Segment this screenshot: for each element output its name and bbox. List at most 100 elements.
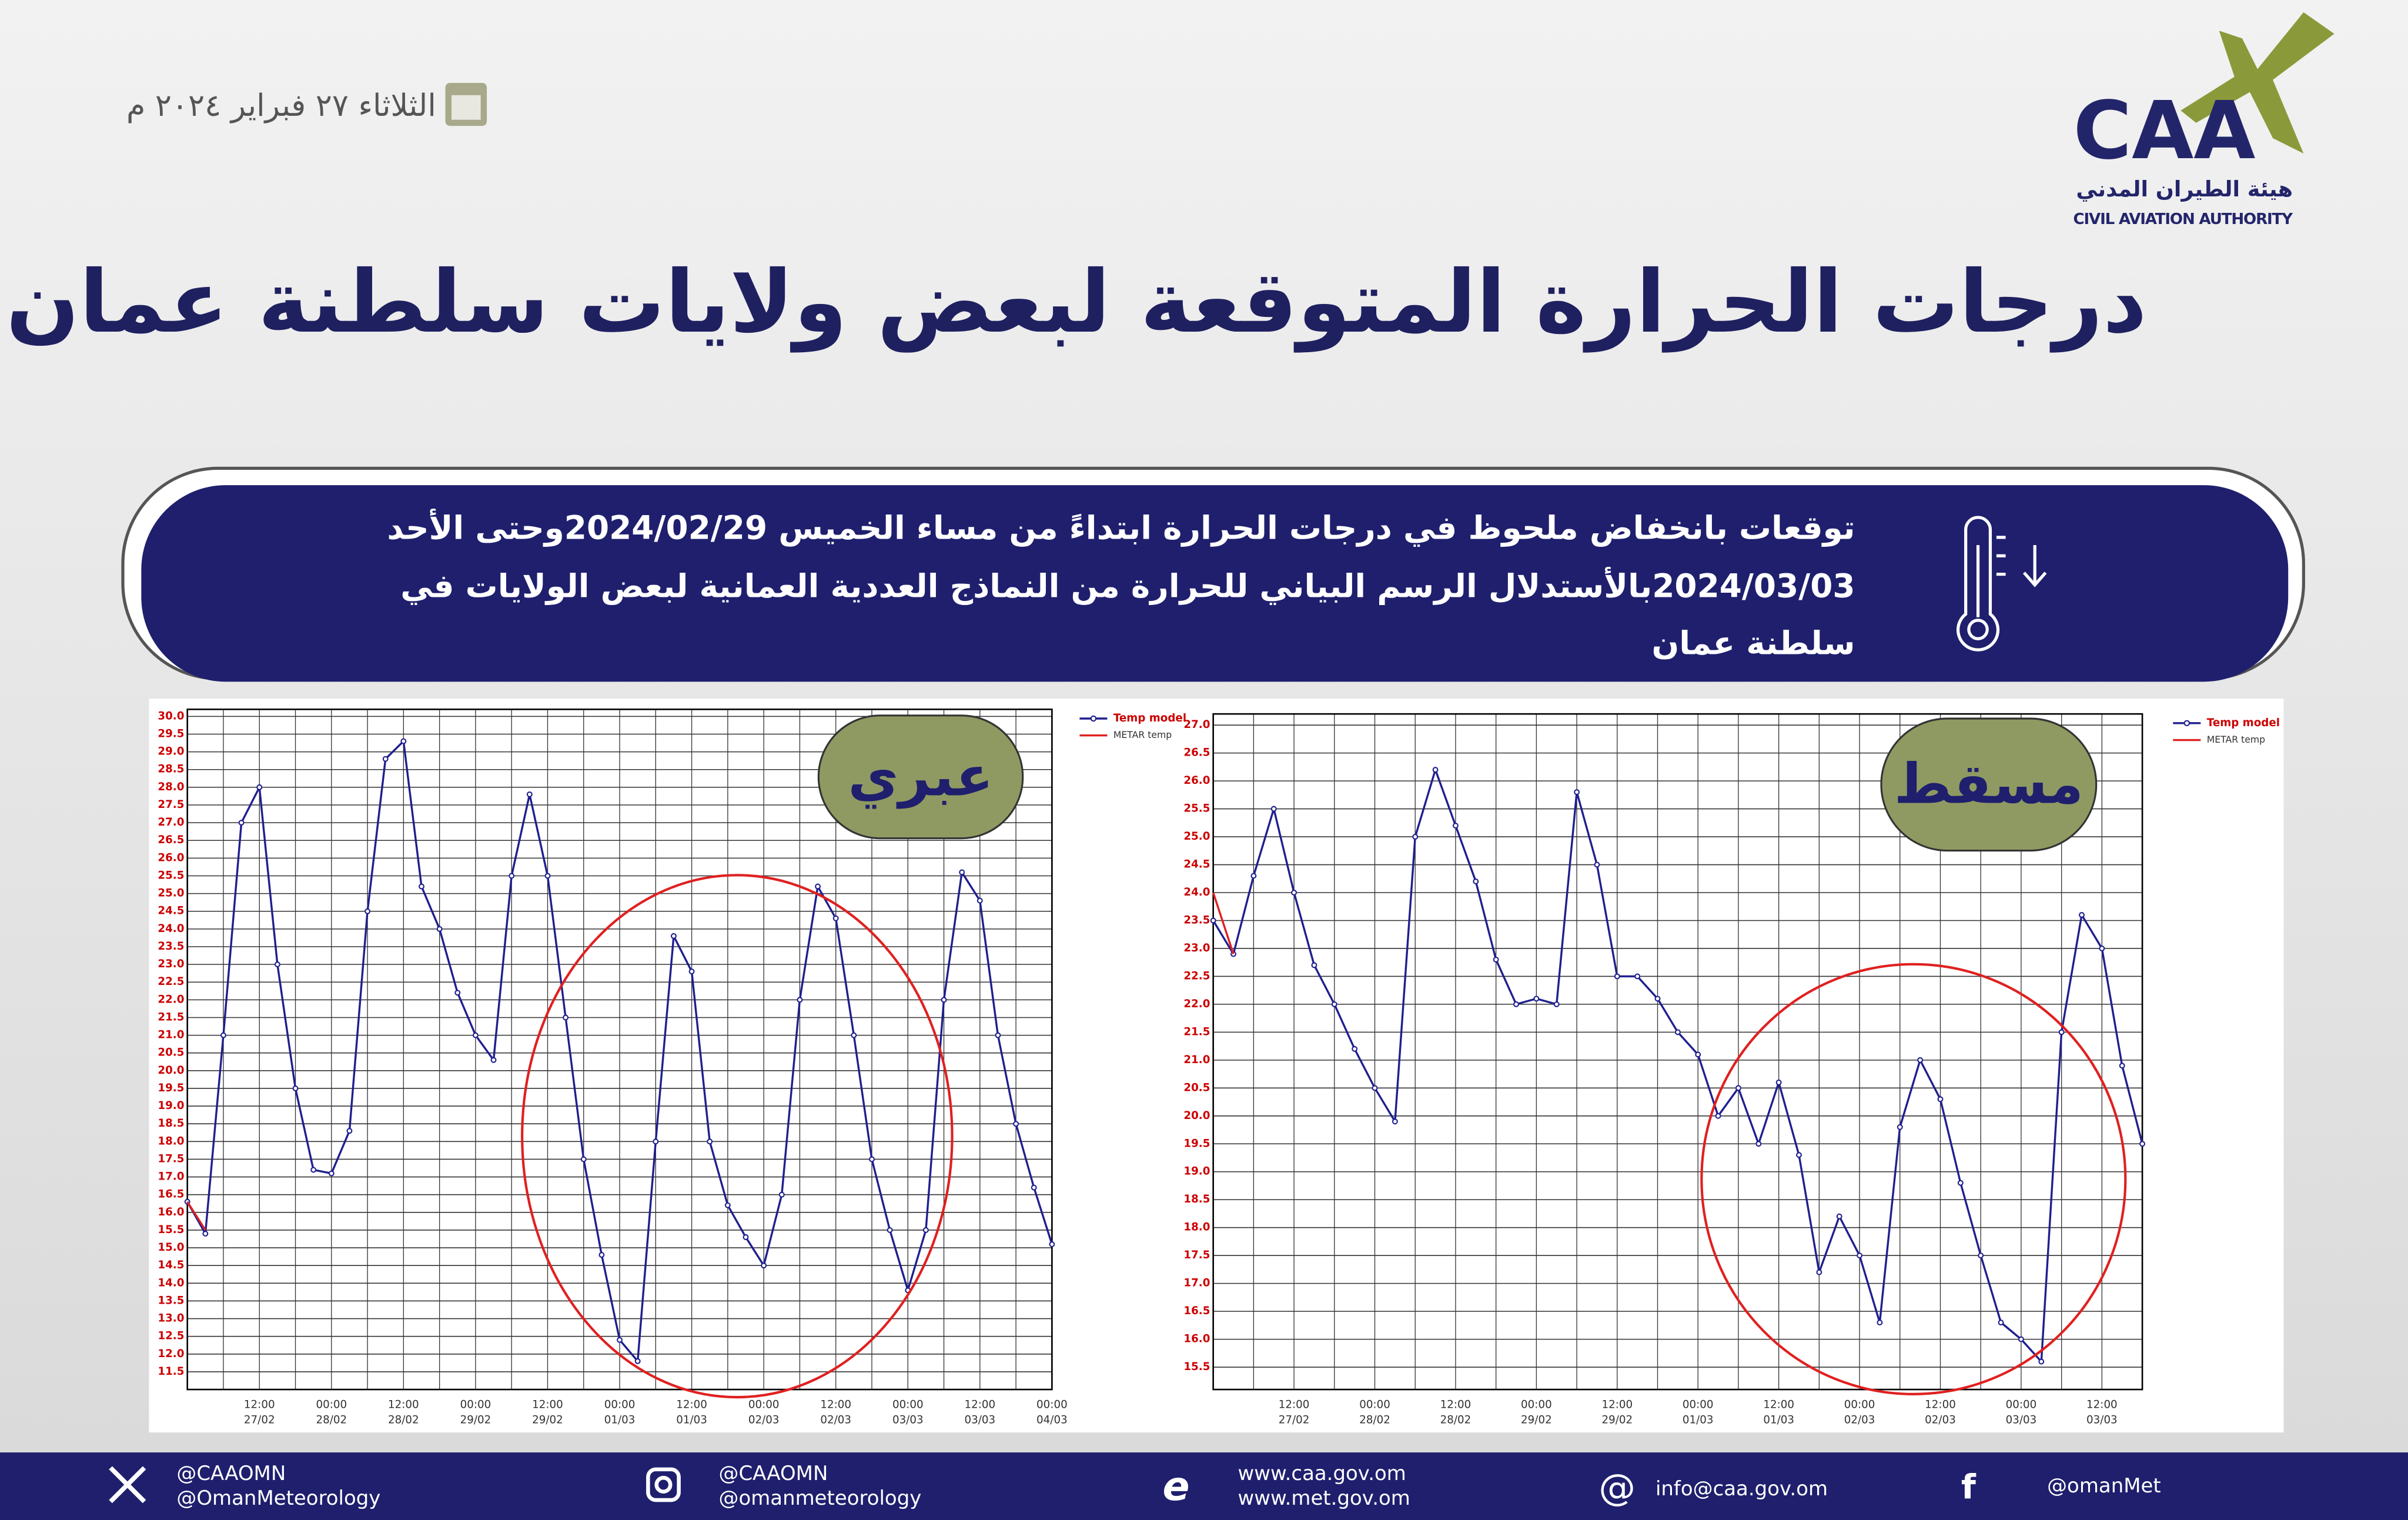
legend-marker — [1090, 715, 1097, 722]
footer-bar — [0, 1452, 2408, 1520]
banner — [141, 485, 2289, 682]
data-point — [761, 1262, 767, 1269]
x-tick-label: 12:00 — [1440, 1398, 1471, 1411]
data-point — [724, 1202, 731, 1208]
y-tick-label: 16.0 — [1183, 1333, 1210, 1345]
data-point — [490, 1057, 497, 1063]
y-tick-label: 28.5 — [158, 763, 184, 776]
data-point — [617, 1337, 623, 1343]
y-tick-label: 27.0 — [1183, 719, 1210, 731]
y-tick-label: 23.0 — [158, 958, 184, 970]
data-point — [869, 1156, 875, 1162]
x-tick-date: 03/03 — [2086, 1414, 2118, 1427]
x-icon — [109, 1466, 146, 1504]
data-point — [1937, 1096, 1944, 1103]
email-icon: @ — [1598, 1466, 1636, 1509]
x-tick-label: 00:00 — [1683, 1398, 1714, 1411]
thermometer-icon — [1956, 516, 2047, 652]
y-tick-label: 22.0 — [158, 993, 184, 1005]
calendar-icon — [445, 83, 487, 126]
y-tick-label: 22.5 — [1183, 970, 1210, 982]
chart-title: عبري — [848, 744, 993, 809]
chart: 27.0 26.5 26.0 25.5 25.0 24.5 24.0 23.5 23.0 22.5… — [1183, 713, 2280, 1427]
highlight-ring — [521, 874, 954, 1399]
y-tick-label: 25.5 — [1183, 803, 1210, 815]
y-tick-label: 15.0 — [158, 1241, 184, 1254]
banner-line: 2024/03/03بالأستدلال الرسم البياني للحرا… — [400, 567, 1855, 606]
y-tick-label: 13.0 — [158, 1312, 184, 1325]
data-point — [1270, 806, 1277, 812]
y-tick-label: 18.0 — [1183, 1221, 1210, 1234]
x-tick-date: 28/02 — [1440, 1414, 1471, 1427]
data-point — [1957, 1180, 1964, 1186]
y-tick-label: 13.5 — [158, 1294, 184, 1307]
y-tick-label: 25.0 — [1183, 830, 1210, 843]
chart-title-box — [1880, 717, 2098, 852]
data-point — [1013, 1121, 1019, 1127]
y-tick-label: 28.0 — [158, 781, 184, 793]
data-point — [941, 997, 947, 1003]
y-tick-label: 29.0 — [158, 746, 184, 758]
data-point — [202, 1231, 209, 1237]
data-point — [419, 883, 424, 890]
footer-facebook: @omanMet — [2047, 1474, 2161, 1498]
footer-instagram: @omanmeteorology — [719, 1486, 922, 1510]
data-point — [743, 1234, 749, 1240]
y-tick-label: 16.0 — [158, 1206, 184, 1218]
y-tick-label: 22.0 — [1183, 998, 1210, 1010]
y-tick-label: 17.0 — [1183, 1277, 1210, 1290]
x-tick-label: 00:00 — [604, 1398, 636, 1411]
data-point — [778, 1191, 785, 1198]
data-point — [1049, 1241, 1055, 1248]
data-point — [1493, 956, 1499, 963]
data-point — [2139, 1141, 2146, 1147]
data-point — [2038, 1358, 2045, 1365]
x-tick-date: 02/03 — [820, 1414, 851, 1427]
y-tick-label: 25.0 — [158, 887, 184, 900]
data-point — [292, 1085, 299, 1091]
x-tick-label: 00:00 — [316, 1398, 347, 1411]
x-tick-date: 01/03 — [604, 1414, 636, 1427]
logo-english: CIVIL AVIATION AUTHORITY — [2073, 211, 2294, 228]
banner-line: توقعات بانخفاض ملحوظ في درجات الحرارة اب… — [387, 509, 1855, 547]
x-tick-label: 00:00 — [748, 1398, 780, 1411]
y-tick-label: 22.5 — [158, 976, 184, 988]
footer-x: @CAAOMN — [176, 1462, 286, 1485]
data-point — [688, 968, 695, 975]
x-tick-date: 01/03 — [1683, 1414, 1714, 1427]
x-tick-date: 29/02 — [1601, 1414, 1633, 1427]
y-tick-label: 23.5 — [158, 940, 184, 953]
logo-abbr: CAA — [2073, 85, 2256, 178]
y-tick-label: 24.5 — [158, 905, 184, 917]
x-tick-label: 12:00 — [532, 1398, 563, 1411]
x-tick-date: 29/02 — [460, 1414, 491, 1427]
data-point — [310, 1167, 317, 1173]
y-tick-label: 26.0 — [158, 851, 184, 864]
legend-label: Temp model — [2207, 717, 2280, 729]
y-tick-label: 14.0 — [158, 1277, 184, 1289]
data-point — [238, 820, 245, 826]
data-point — [1452, 823, 1459, 829]
data-point — [526, 791, 533, 797]
x-tick-label: 12:00 — [676, 1398, 707, 1411]
logo: CAA هيئة الطيران المدني CIVIL AVIATION A… — [2073, 12, 2335, 228]
legend-marker — [2183, 720, 2190, 727]
banner-line: سلطنة عمان — [1651, 624, 1855, 662]
data-point — [544, 873, 551, 879]
data-point — [1775, 1079, 1782, 1085]
footer-web: www.met.gov.om — [1238, 1486, 1410, 1510]
x-tick-label: 00:00 — [1521, 1398, 1552, 1411]
x-tick-date: 28/02 — [388, 1414, 419, 1427]
data-point — [634, 1358, 641, 1364]
data-point — [1755, 1141, 1762, 1147]
y-tick-label: 18.5 — [158, 1117, 184, 1130]
y-tick-label: 12.5 — [158, 1330, 184, 1342]
data-point — [1654, 995, 1661, 1002]
data-point — [1412, 834, 1419, 840]
x-tick-date: 29/02 — [1521, 1414, 1552, 1427]
data-point — [1978, 1252, 1984, 1259]
x-tick-label: 12:00 — [1601, 1398, 1633, 1411]
footer-web: www.caa.gov.om — [1238, 1462, 1406, 1485]
y-tick-label: 18.0 — [158, 1135, 184, 1147]
